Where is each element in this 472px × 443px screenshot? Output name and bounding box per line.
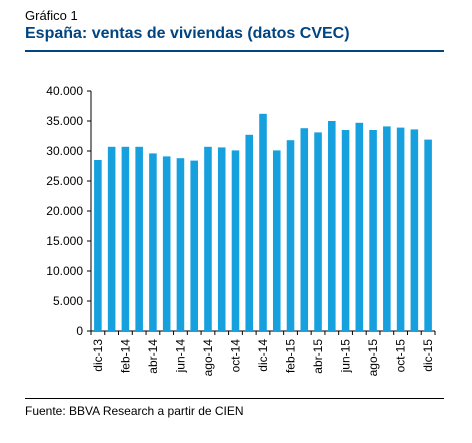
- bar: [272, 150, 281, 331]
- y-tick-label: 20.000: [46, 204, 83, 218]
- bar: [286, 140, 295, 331]
- x-tick-label: jun-14: [173, 339, 187, 374]
- y-tick-label: 15.000: [46, 234, 83, 248]
- bar: [217, 147, 226, 331]
- x-tick-label: feb-15: [284, 339, 298, 373]
- bar: [94, 160, 102, 331]
- bar: [314, 132, 322, 331]
- y-tick-label: 40.000: [46, 84, 83, 98]
- y-tick-label: 10.000: [46, 264, 83, 278]
- bar: [176, 158, 185, 331]
- x-tick-label: oct-14: [228, 339, 242, 373]
- x-tick-label: dic-13: [91, 339, 105, 372]
- bar: [204, 146, 212, 331]
- bar: [341, 130, 350, 331]
- bar: [190, 160, 198, 331]
- y-tick-label: 25.000: [46, 174, 83, 188]
- bar: [300, 128, 309, 331]
- x-tick-label: abr-14: [146, 339, 160, 374]
- bar: [231, 150, 240, 331]
- figure-label: Gráfico 1: [25, 8, 78, 23]
- bar: [424, 139, 432, 331]
- bar: [328, 121, 336, 331]
- footer-rule: [25, 398, 444, 399]
- bar: [355, 122, 364, 331]
- bar: [121, 146, 130, 331]
- bar: [259, 113, 267, 331]
- x-tick-label: ago-15: [366, 339, 380, 377]
- bar: [135, 146, 143, 331]
- title-rule: [25, 50, 444, 52]
- y-tick-label: 30.000: [46, 144, 83, 158]
- chart-title: España: ventas de viviendas (datos CVEC): [25, 25, 350, 42]
- x-tick-label: feb-14: [118, 339, 132, 373]
- bar: [162, 156, 171, 331]
- bar: [383, 126, 391, 332]
- bar: [369, 130, 377, 331]
- bar: [149, 153, 157, 331]
- x-tick-label: ago-14: [201, 339, 215, 377]
- bar: [107, 146, 116, 331]
- bar: [396, 127, 405, 331]
- bar: [410, 129, 419, 331]
- x-tick-label: dic-15: [421, 339, 435, 372]
- bar-chart: 0 5.000 10.000 15.000 20.000 25.000 30.000 35.0…: [46, 84, 436, 377]
- bar: [245, 134, 254, 331]
- x-tick-label: jun-15: [339, 339, 353, 374]
- source-note: Fuente: BBVA Research a partir de CIEN: [25, 404, 244, 418]
- x-tick-label: abr-15: [311, 339, 325, 374]
- chart-panel: 0 5.000 10.000 15.000 20.000 25.000 30.000 35.0…: [25, 58, 444, 395]
- y-tick-label: 5.000: [53, 294, 83, 308]
- x-tick-label: dic-14: [256, 339, 270, 372]
- y-tick-label: 0: [76, 324, 83, 338]
- y-tick-label: 35.000: [46, 114, 83, 128]
- x-tick-label: oct-15: [394, 339, 408, 373]
